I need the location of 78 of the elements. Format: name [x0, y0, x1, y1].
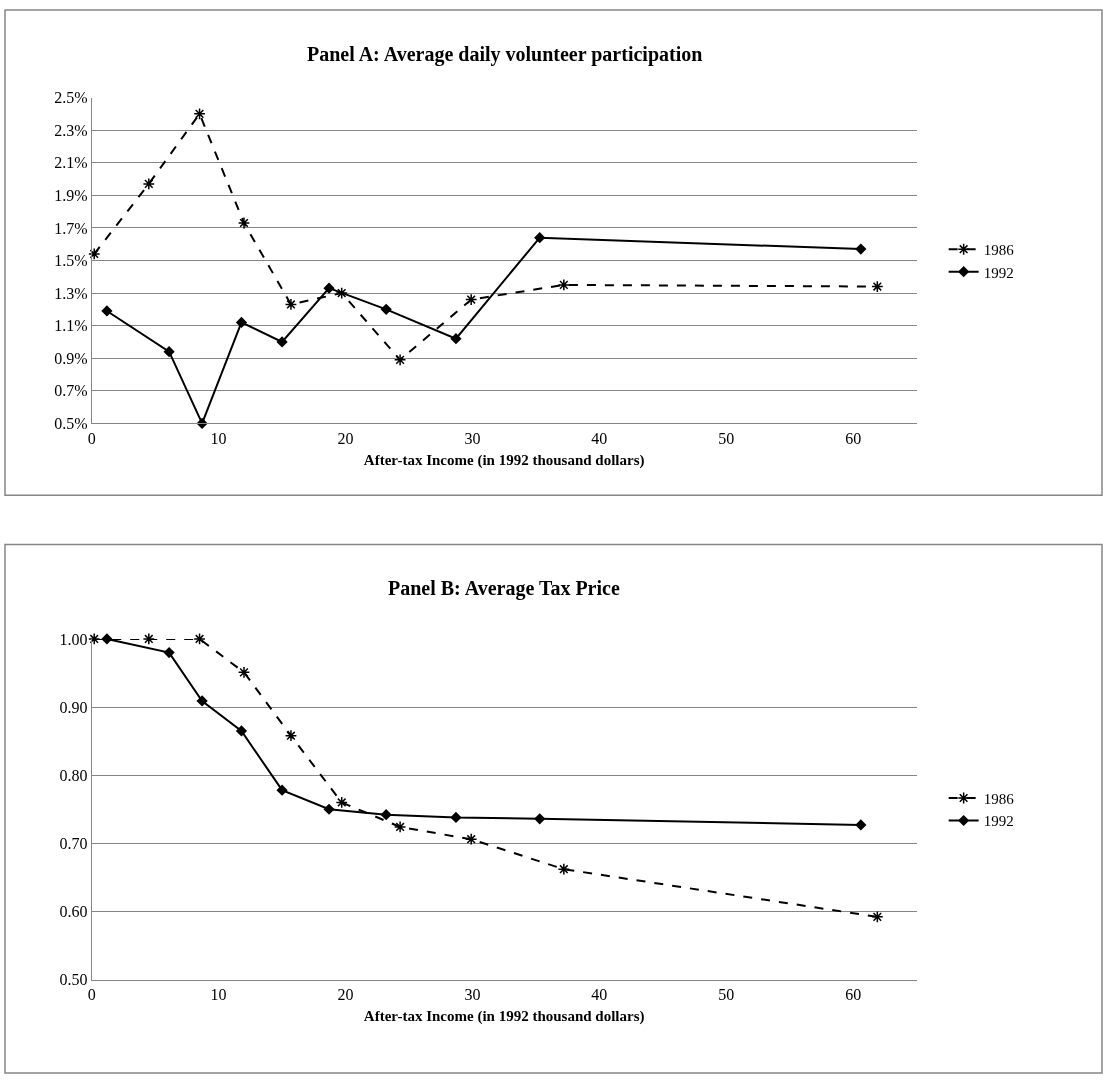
point	[393, 353, 407, 366]
y-tick-label: 0.80	[59, 766, 88, 784]
x-tick-label: 10	[210, 429, 227, 447]
point	[193, 632, 206, 646]
y-tick-label: 2.1%	[54, 154, 88, 172]
point	[380, 809, 392, 820]
x-tick-label: 30	[464, 985, 481, 1003]
chart-title: Panel A: Average daily volunteer participation	[307, 43, 703, 66]
point	[193, 107, 206, 121]
point	[276, 784, 288, 796]
x-tick-label: 60	[845, 985, 862, 1003]
x-tick-label: 50	[718, 429, 735, 447]
y-tick-label: 0.9%	[54, 349, 88, 367]
x-tick-label: 30	[464, 429, 481, 447]
point	[88, 247, 101, 261]
chart-title: Panel B: Average Tax Price	[388, 577, 620, 600]
point	[465, 293, 478, 306]
point	[323, 282, 335, 294]
point	[163, 346, 175, 357]
y-tick-label: 2.3%	[54, 121, 88, 139]
x-tick-label: 20	[337, 985, 354, 1003]
y-tick-label: 0.50	[59, 971, 88, 989]
point	[465, 833, 478, 846]
legend-label: 1986	[983, 242, 1015, 259]
legend-label: 1992	[983, 813, 1014, 830]
point	[101, 633, 113, 645]
y-tick-label: 0.90	[59, 698, 88, 716]
point	[557, 863, 570, 876]
point	[284, 729, 298, 742]
point	[236, 317, 247, 328]
point	[237, 216, 251, 230]
x-tick-label: 40	[591, 429, 608, 447]
point	[276, 336, 288, 348]
point	[450, 812, 462, 823]
point	[380, 304, 392, 315]
y-tick-label: 0.7%	[54, 382, 88, 400]
point	[323, 803, 335, 815]
point	[855, 243, 867, 255]
point	[196, 695, 208, 707]
y-tick-label: 1.1%	[54, 317, 88, 335]
point	[163, 647, 175, 658]
y-tick-label: 1.7%	[54, 219, 88, 237]
x-tick-label: 10	[210, 985, 227, 1003]
y-tick-label: 0.70	[59, 834, 88, 852]
point	[871, 910, 884, 924]
y-tick-label: 0.5%	[54, 414, 88, 432]
point	[335, 286, 348, 300]
point	[534, 232, 546, 243]
point	[284, 298, 298, 311]
point	[237, 666, 251, 679]
point	[534, 813, 546, 825]
y-tick-label: 2.5%	[54, 89, 88, 107]
x-tick-label: 40	[591, 985, 608, 1003]
x-axis-title: After-tax Income (in 1992 thousand dollars)	[363, 451, 645, 469]
x-axis-title: After-tax Income (in 1992 thousand dollars)	[363, 1007, 645, 1025]
y-tick-label: 1.00	[59, 630, 88, 648]
point	[142, 632, 155, 646]
x-tick-label: 20	[337, 429, 354, 447]
point	[236, 725, 247, 737]
point	[557, 278, 570, 292]
point	[142, 177, 155, 191]
legend-label: 1992	[983, 264, 1014, 281]
legend-label: 1986	[983, 790, 1015, 807]
y-tick-label: 1.9%	[54, 186, 88, 204]
point	[450, 333, 462, 344]
y-tick-label: 0.60	[59, 903, 88, 921]
point	[871, 280, 884, 293]
x-tick-label: 60	[845, 429, 862, 447]
point	[855, 819, 867, 831]
y-tick-label: 1.5%	[54, 252, 88, 270]
point	[335, 796, 348, 809]
x-tick-label: 50	[718, 985, 735, 1003]
y-tick-label: 1.3%	[54, 284, 88, 302]
x-tick-label: 0	[87, 429, 96, 447]
x-tick-label: 0	[87, 985, 96, 1003]
point	[101, 305, 113, 317]
point	[393, 820, 407, 834]
point	[88, 632, 101, 646]
